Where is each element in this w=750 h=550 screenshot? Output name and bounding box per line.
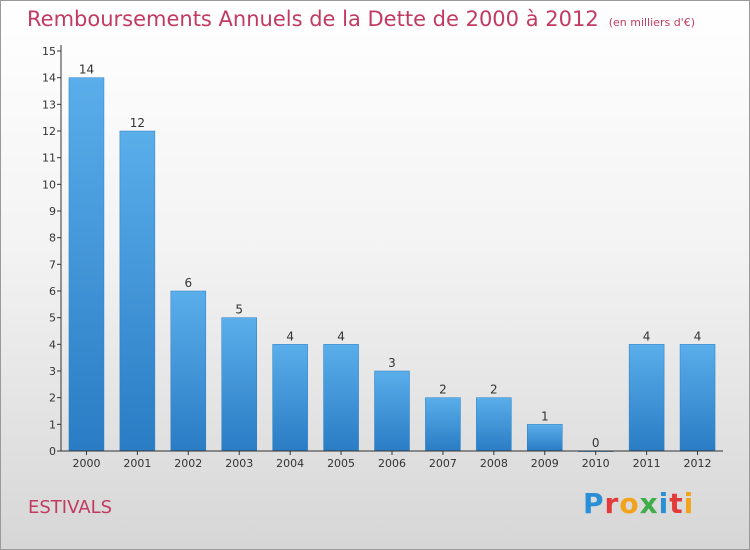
logo-letter: t	[669, 487, 684, 520]
bar-2001	[119, 130, 156, 452]
y-tick-label: 5	[49, 312, 56, 325]
data-label-2011: 4	[643, 329, 651, 343]
data-label-2001: 12	[130, 116, 145, 130]
data-label-2006: 3	[388, 356, 396, 370]
x-tick-label-2008: 2008	[480, 457, 508, 470]
chart-title-main: Remboursements Annuels de la Dette de 20…	[27, 7, 599, 31]
data-label-2009: 1	[541, 409, 549, 423]
x-tick-label-2001: 2001	[123, 457, 151, 470]
data-label-2000: 14	[79, 63, 94, 77]
logo-letter: i	[683, 487, 695, 520]
x-tick-label-2002: 2002	[174, 457, 202, 470]
y-tick-label: 7	[49, 258, 56, 271]
y-tick-label: 11	[42, 152, 56, 165]
bar-2005	[323, 344, 359, 452]
y-tick-label: 2	[49, 392, 56, 405]
x-tick-label-2000: 2000	[72, 457, 100, 470]
logo-letter: o	[619, 487, 640, 520]
x-tick-label-2007: 2007	[429, 457, 457, 470]
data-label-2012: 4	[694, 329, 702, 343]
bar-2004	[272, 344, 308, 452]
bar-2009	[527, 424, 563, 452]
x-tick-label-2006: 2006	[378, 457, 406, 470]
bar-2007	[425, 397, 461, 452]
x-tick-label-2005: 2005	[327, 457, 355, 470]
bar-2008	[476, 397, 512, 452]
commune-name: ESTIVALS	[28, 497, 113, 518]
bar-2012	[679, 344, 716, 452]
x-tick-label-2009: 2009	[531, 457, 559, 470]
y-tick-label: 0	[49, 445, 56, 458]
chart-subtitle: (en milliers d'€)	[608, 16, 695, 29]
y-tick-label: 8	[49, 232, 56, 245]
y-tick-label: 1	[49, 418, 56, 431]
bar-2006	[374, 370, 410, 452]
y-tick-label: 3	[49, 365, 56, 378]
data-label-2007: 2	[439, 383, 447, 397]
y-tick-label: 6	[49, 285, 56, 298]
x-tick-label-2004: 2004	[276, 457, 304, 470]
x-tick-label-2011: 2011	[633, 457, 661, 470]
logo-letter: P	[583, 487, 605, 520]
y-tick-label: 12	[42, 125, 56, 138]
y-tick-label: 4	[49, 338, 56, 351]
data-label-2010: 0	[592, 436, 600, 450]
y-tick-label: 9	[49, 205, 56, 218]
proxiti-logo[interactable]: Proxiti	[583, 487, 694, 520]
y-tick-label: 10	[42, 178, 56, 191]
data-label-2003: 5	[235, 303, 243, 317]
y-tick-label: 15	[42, 45, 56, 58]
data-label-2004: 4	[286, 329, 294, 343]
bar-2011	[628, 344, 665, 452]
y-tick-label: 14	[42, 72, 56, 85]
logo-letter: i	[658, 487, 670, 520]
x-tick-label-2003: 2003	[225, 457, 253, 470]
chart-title: Remboursements Annuels de la Dette de 20…	[27, 7, 695, 31]
logo-letter: r	[604, 487, 620, 520]
data-label-2005: 4	[337, 329, 345, 343]
logo-letter: x	[639, 487, 659, 520]
x-tick-label-2012: 2012	[684, 457, 712, 470]
bar-2002	[170, 290, 207, 452]
y-tick-label: 13	[42, 98, 56, 111]
data-label-2002: 6	[184, 276, 192, 290]
x-tick-label-2010: 2010	[582, 457, 610, 470]
data-label-2008: 2	[490, 383, 498, 397]
bar-2003	[221, 317, 257, 452]
bar-2000	[68, 77, 105, 452]
